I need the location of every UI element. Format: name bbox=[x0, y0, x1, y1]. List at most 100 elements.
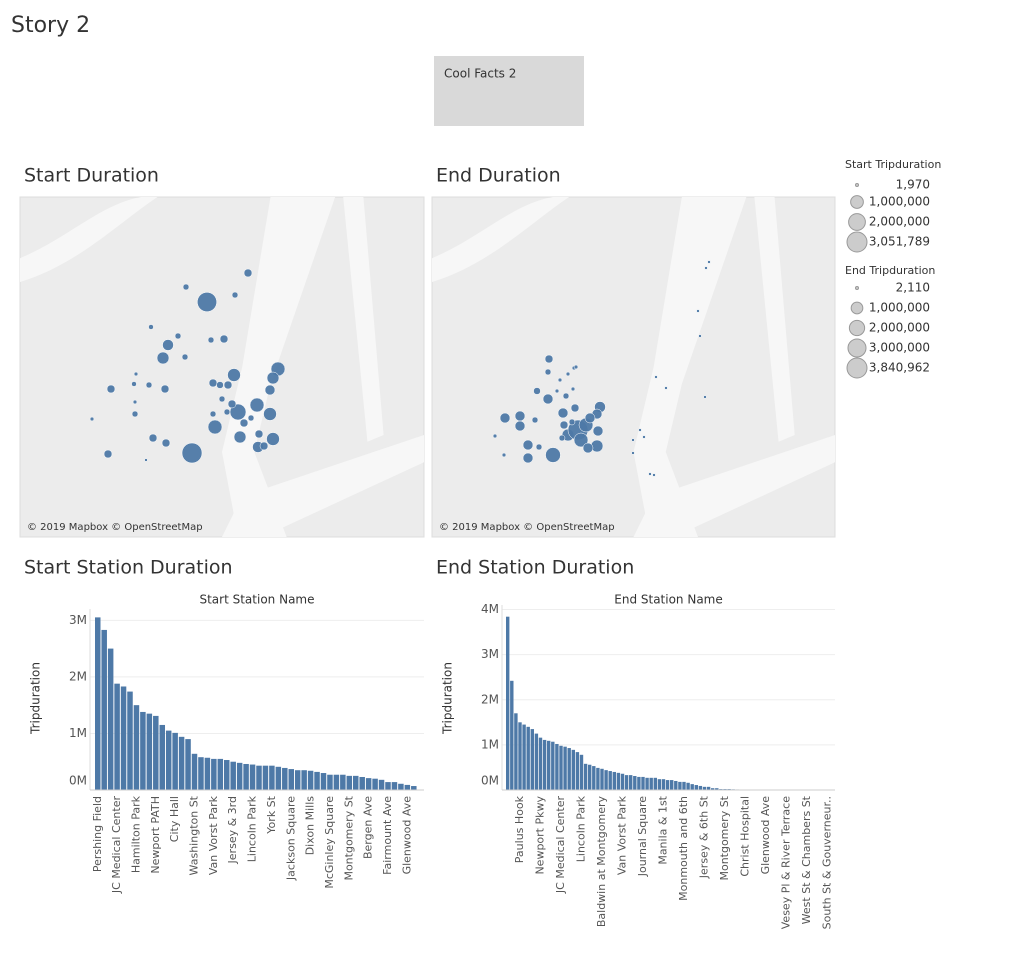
bar bbox=[694, 785, 698, 790]
y-tick-label: 4M bbox=[481, 602, 499, 616]
legend-label: 1,000,000 bbox=[869, 301, 930, 315]
bar bbox=[127, 691, 133, 790]
bar bbox=[365, 778, 372, 790]
bubble bbox=[162, 339, 174, 351]
x-tick-label: Baldwin at Montgomery bbox=[595, 796, 608, 928]
legend-circle bbox=[850, 301, 864, 315]
x-tick-label: Glenwood Ave bbox=[400, 796, 413, 875]
bar bbox=[120, 686, 127, 790]
x-tick-label: City Hall bbox=[168, 796, 181, 842]
bubble bbox=[631, 438, 635, 442]
bubble bbox=[208, 378, 218, 388]
bubble bbox=[573, 432, 589, 448]
bubble bbox=[145, 381, 153, 389]
x-tick-label: Jackson Square bbox=[284, 796, 297, 881]
bar bbox=[604, 770, 608, 790]
bubble bbox=[698, 334, 702, 338]
bubble bbox=[522, 439, 534, 451]
bar bbox=[133, 705, 140, 790]
bar bbox=[571, 749, 575, 790]
bar bbox=[314, 771, 320, 790]
bar bbox=[649, 777, 653, 790]
bar bbox=[378, 779, 385, 790]
x-tick-label: Dixon Mills bbox=[304, 796, 317, 856]
bar bbox=[224, 760, 230, 790]
map-title: End Duration bbox=[436, 165, 561, 187]
bubble bbox=[156, 351, 170, 365]
bar bbox=[542, 739, 547, 790]
bubble bbox=[558, 434, 566, 442]
bubble bbox=[631, 451, 635, 455]
bar bbox=[629, 775, 633, 790]
y-tick-label: 3M bbox=[69, 613, 87, 627]
y-tick-label: 1M bbox=[69, 726, 87, 740]
x-tick-label: Manila & 1st bbox=[657, 795, 670, 864]
bubble bbox=[174, 332, 182, 340]
bar bbox=[191, 753, 198, 790]
bar bbox=[657, 779, 662, 790]
bar bbox=[256, 765, 262, 790]
legend-circle bbox=[846, 357, 868, 379]
y-tick-label: 0M bbox=[481, 774, 499, 788]
bar bbox=[670, 780, 674, 790]
bubble bbox=[89, 416, 95, 422]
legend-circle bbox=[855, 183, 859, 187]
bubble bbox=[207, 419, 223, 435]
bar bbox=[702, 786, 707, 790]
bar bbox=[172, 732, 178, 790]
bar bbox=[230, 761, 236, 790]
bar bbox=[567, 748, 571, 790]
legend-circle bbox=[848, 213, 866, 231]
x-tick-label: Newport PATH bbox=[149, 796, 162, 874]
bubble bbox=[654, 375, 658, 379]
bubble bbox=[254, 429, 264, 439]
legend-label: 3,000,000 bbox=[869, 341, 930, 355]
bubble bbox=[131, 381, 137, 387]
y-axis-title: Tripduration bbox=[29, 662, 43, 735]
bubble bbox=[554, 388, 560, 394]
x-tick-label: Paulus Hook bbox=[513, 795, 526, 863]
bar bbox=[165, 730, 172, 790]
bar bbox=[620, 773, 625, 790]
bubble bbox=[259, 441, 269, 451]
bar bbox=[563, 746, 567, 790]
bubble bbox=[218, 395, 226, 403]
bubble bbox=[223, 408, 231, 416]
bubble bbox=[181, 353, 189, 361]
bubble bbox=[148, 324, 154, 330]
bubble bbox=[696, 309, 700, 313]
bar bbox=[518, 722, 522, 790]
bubble bbox=[582, 442, 594, 454]
bubble bbox=[514, 410, 526, 422]
x-tick-label: Van Vorst Park bbox=[616, 795, 629, 875]
bar bbox=[530, 729, 534, 790]
legend-circle bbox=[855, 286, 859, 290]
x-tick-label: Pershing Field bbox=[91, 796, 104, 872]
bar bbox=[140, 711, 146, 790]
bubble bbox=[106, 384, 116, 394]
bar bbox=[715, 788, 719, 790]
bar bbox=[269, 765, 275, 790]
bar bbox=[579, 754, 584, 790]
x-tick-label: Montgomery St bbox=[342, 795, 355, 880]
x-tick-label: Monmouth and 6th bbox=[677, 796, 690, 901]
bar bbox=[301, 770, 307, 790]
bar bbox=[596, 767, 600, 790]
bubble bbox=[227, 368, 241, 382]
bubble bbox=[562, 392, 570, 400]
bar bbox=[327, 774, 333, 790]
bubble bbox=[181, 442, 203, 464]
bar bbox=[185, 739, 191, 790]
bubble bbox=[131, 410, 139, 418]
bar bbox=[353, 775, 359, 790]
bar bbox=[559, 745, 563, 790]
bubble bbox=[182, 283, 190, 291]
bar bbox=[526, 726, 530, 790]
bubble bbox=[559, 420, 569, 430]
bubble bbox=[570, 386, 576, 392]
bubble bbox=[227, 399, 237, 409]
bar bbox=[641, 776, 645, 790]
bubble bbox=[264, 384, 276, 396]
bubble bbox=[707, 260, 711, 264]
bar bbox=[107, 648, 114, 790]
